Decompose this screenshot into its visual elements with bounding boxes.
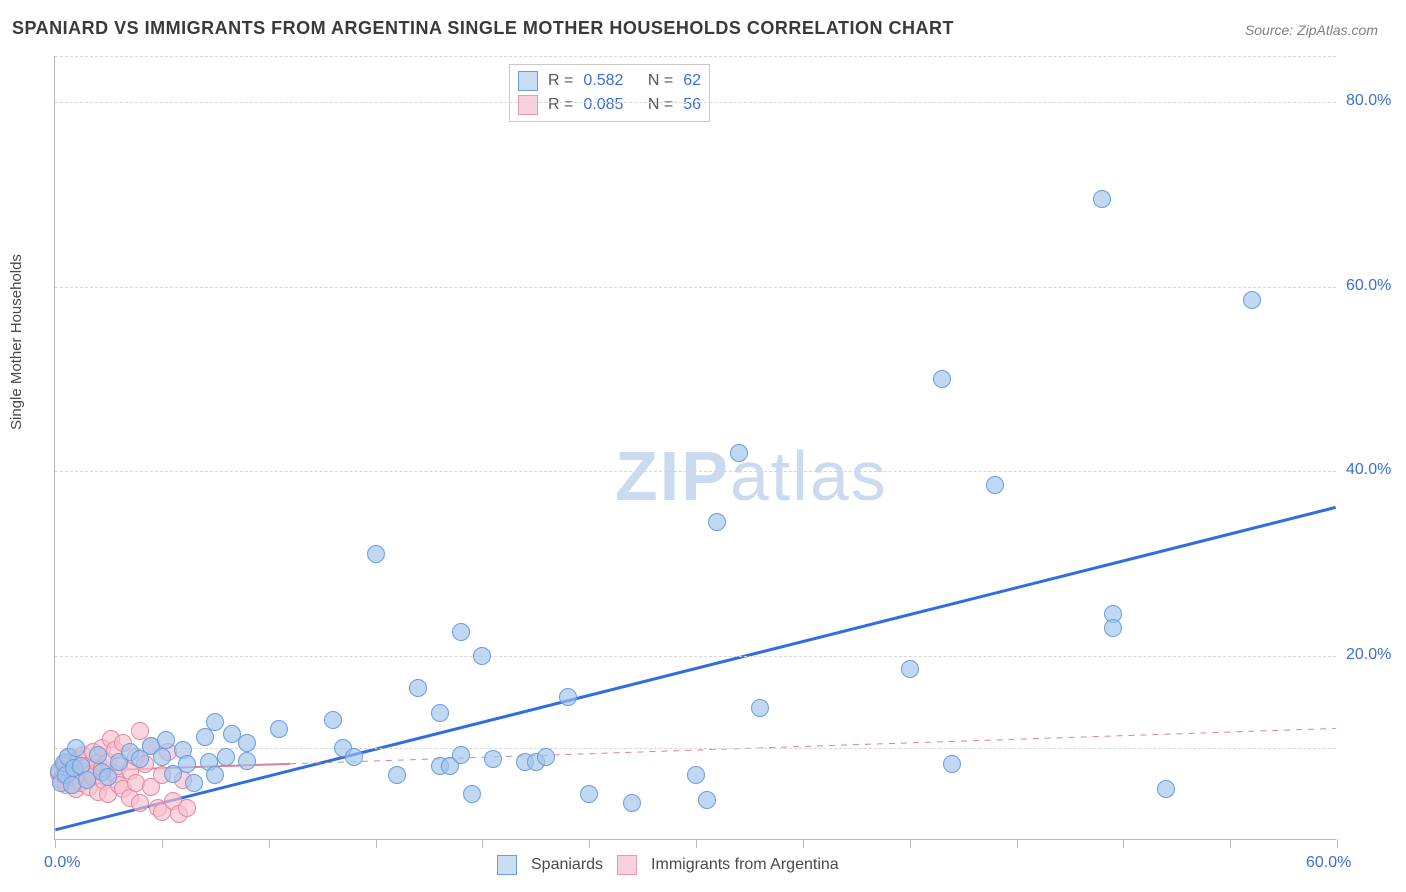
point-spaniards (463, 785, 481, 803)
trendlines-svg (55, 56, 1336, 839)
legend-label-spaniards: Spaniards (531, 856, 603, 874)
plot-area: ZIPatlas R = 0.582 N = 62 R = 0.085 N = … (54, 56, 1336, 840)
point-spaniards (623, 794, 641, 812)
point-spaniards (185, 774, 203, 792)
x-axis-min-label: 0.0% (44, 854, 80, 872)
x-tick (55, 839, 56, 848)
gridline-h (55, 56, 1336, 57)
watermark-zip: ZIP (615, 437, 730, 515)
point-spaniards (537, 748, 555, 766)
point-spaniards (206, 766, 224, 784)
x-tick (1017, 839, 1018, 848)
point-spaniards (388, 766, 406, 784)
point-spaniards (1243, 291, 1261, 309)
point-spaniards (153, 748, 171, 766)
point-spaniards (367, 545, 385, 563)
watermark: ZIPatlas (615, 436, 888, 516)
point-spaniards (473, 647, 491, 665)
gridline-h (55, 656, 1336, 657)
point-spaniards (698, 791, 716, 809)
point-spaniards (452, 623, 470, 641)
point-spaniards (196, 728, 214, 746)
point-spaniards (431, 704, 449, 722)
legend-n-spaniards: 62 (683, 69, 701, 93)
legend-r-spaniards: 0.582 (583, 69, 623, 93)
point-spaniards (559, 688, 577, 706)
point-spaniards (687, 766, 705, 784)
point-spaniards (933, 370, 951, 388)
point-spaniards (217, 748, 235, 766)
x-tick (1337, 839, 1338, 848)
x-tick (910, 839, 911, 848)
point-spaniards (206, 713, 224, 731)
legend-r-label: R = (548, 69, 573, 93)
point-spaniards (986, 476, 1004, 494)
point-spaniards (580, 785, 598, 803)
point-spaniards (751, 699, 769, 717)
point-spaniards (1093, 190, 1111, 208)
point-immigrants (131, 794, 149, 812)
point-spaniards (89, 746, 107, 764)
x-axis-max-label: 60.0% (1306, 854, 1351, 872)
x-tick (162, 839, 163, 848)
point-spaniards (99, 768, 117, 786)
point-spaniards (452, 746, 470, 764)
legend-swatch-pink (518, 95, 538, 115)
point-spaniards (1104, 619, 1122, 637)
watermark-atlas: atlas (730, 437, 888, 515)
point-spaniards (324, 711, 342, 729)
legend-swatch-blue (497, 855, 517, 875)
y-axis-label: Single Mother Households (8, 254, 25, 430)
gridline-h (55, 102, 1336, 103)
legend-n-label: N = (648, 69, 673, 93)
x-tick (482, 839, 483, 848)
x-tick (803, 839, 804, 848)
source-value: ZipAtlas.com (1297, 22, 1378, 38)
y-tick-label: 60.0% (1346, 277, 1398, 295)
gridline-h (55, 471, 1336, 472)
point-spaniards (708, 513, 726, 531)
legend-row-immigrants: R = 0.085 N = 56 (518, 93, 701, 117)
x-tick (1123, 839, 1124, 848)
legend-label-immigrants: Immigrants from Argentina (651, 856, 839, 874)
point-spaniards (943, 755, 961, 773)
point-spaniards (901, 660, 919, 678)
y-tick-label: 20.0% (1346, 646, 1398, 664)
point-spaniards (270, 720, 288, 738)
point-spaniards (238, 752, 256, 770)
x-tick (696, 839, 697, 848)
legend-r-label: R = (548, 93, 573, 117)
chart-root: SPANIARD VS IMMIGRANTS FROM ARGENTINA SI… (0, 0, 1406, 892)
y-tick-label: 40.0% (1346, 461, 1398, 479)
point-spaniards (345, 748, 363, 766)
point-immigrants (178, 799, 196, 817)
correlation-legend: R = 0.582 N = 62 R = 0.085 N = 56 (509, 64, 710, 122)
point-spaniards (1157, 780, 1175, 798)
point-spaniards (67, 739, 85, 757)
legend-n-label: N = (648, 93, 673, 117)
x-tick (589, 839, 590, 848)
legend-r-immigrants: 0.085 (583, 93, 623, 117)
legend-swatch-blue (518, 71, 538, 91)
legend-row-spaniards: R = 0.582 N = 62 (518, 69, 701, 93)
x-tick (1230, 839, 1231, 848)
gridline-h (55, 287, 1336, 288)
point-spaniards (178, 755, 196, 773)
x-tick (376, 839, 377, 848)
legend-swatch-pink (617, 855, 637, 875)
point-spaniards (157, 731, 175, 749)
chart-title: SPANIARD VS IMMIGRANTS FROM ARGENTINA SI… (12, 18, 954, 39)
point-spaniards (730, 444, 748, 462)
point-spaniards (238, 734, 256, 752)
x-tick (269, 839, 270, 848)
point-spaniards (409, 679, 427, 697)
point-spaniards (484, 750, 502, 768)
source-attribution: Source: ZipAtlas.com (1245, 22, 1378, 38)
source-label: Source: (1245, 22, 1293, 38)
legend-n-immigrants: 56 (683, 93, 701, 117)
y-tick-label: 80.0% (1346, 92, 1398, 110)
series-legend: Spaniards Immigrants from Argentina (497, 855, 839, 875)
